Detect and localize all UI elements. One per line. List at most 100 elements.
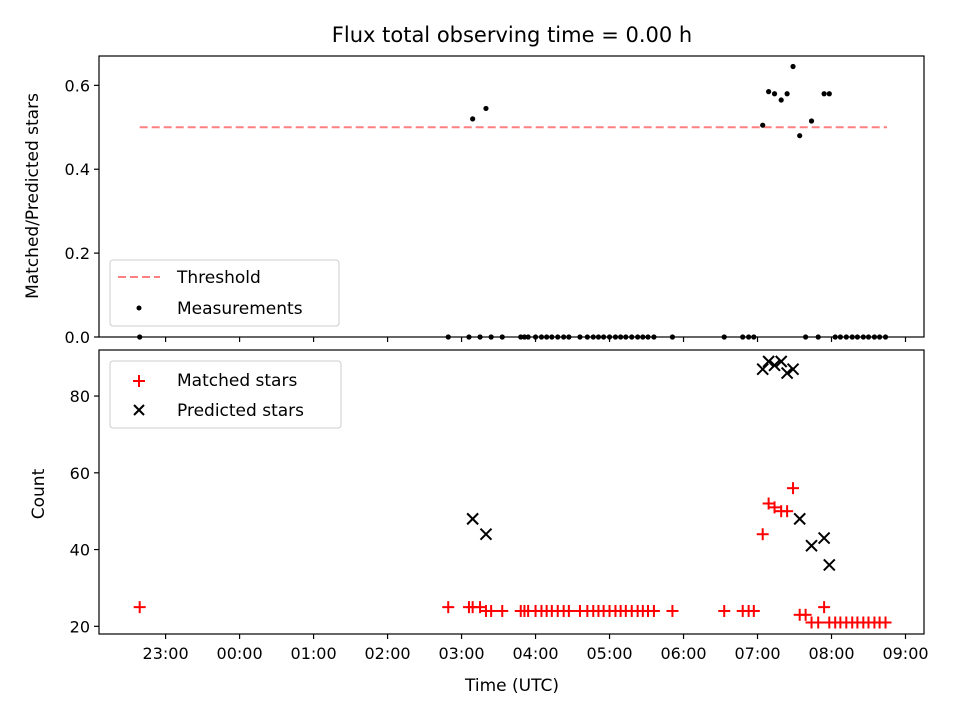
predicted-stars-point — [466, 512, 479, 526]
matched-stars-point — [879, 616, 892, 629]
measurement-point — [766, 89, 772, 95]
chart-title: Flux total observing time = 0.00 h — [332, 23, 692, 47]
measurement-point — [538, 334, 545, 340]
measurement-point — [640, 334, 646, 340]
measurement-point — [590, 334, 596, 340]
measurement-point — [499, 334, 505, 340]
predicted-stars-point — [756, 362, 769, 376]
measurement-point — [525, 334, 531, 340]
measurement-point — [470, 116, 476, 122]
measurement-point — [843, 334, 849, 340]
top-panel-frame — [98, 55, 925, 338]
x-tick-label: 01:00 — [291, 644, 337, 663]
measurement-point — [477, 334, 483, 340]
top-panel-ratio: 0.0 0.2 0.4 0.6 Matched/Predicted stars Thr… — [23, 55, 925, 347]
measurement-point — [544, 334, 550, 340]
y-tick-label: 60 — [70, 464, 90, 483]
y-tick-label: 0.2 — [65, 244, 90, 263]
x-tick-label: 07:00 — [734, 644, 780, 663]
measurement-point — [483, 105, 489, 112]
measurement-point — [815, 334, 821, 340]
y-tick-label: 0.0 — [65, 328, 90, 347]
predicted-stars-point — [805, 539, 818, 552]
measurement-point — [521, 334, 528, 340]
measurement-point — [629, 334, 635, 340]
measurement-point — [849, 334, 855, 340]
predicted-stars-point — [786, 362, 800, 376]
matched-stars-point — [666, 604, 679, 617]
x-tick-label: 09:00 — [882, 644, 928, 663]
x-axis-label: Time (UTC) — [464, 676, 559, 696]
measurement-point — [651, 334, 657, 340]
matched-stars-point — [485, 604, 498, 617]
measurement-point — [797, 133, 803, 139]
measurement-point — [721, 334, 727, 340]
matched-stars-point — [562, 604, 575, 617]
matched-stars-point — [781, 505, 794, 518]
legend-predicted-label: Predicted stars — [177, 401, 304, 421]
legend-matched-label: Matched stars — [177, 371, 297, 391]
measurement-point — [466, 334, 472, 340]
legend-measurements-label: Measurements — [177, 299, 303, 319]
matched-stars-point — [787, 482, 800, 495]
legend-box — [109, 259, 340, 327]
measurement-point — [488, 334, 494, 340]
measurement-point — [445, 334, 451, 340]
measurement-point — [865, 334, 872, 340]
x-tick-label: 00:00 — [217, 644, 263, 663]
measurement-point — [561, 334, 567, 340]
predicted-stars-point — [774, 355, 788, 368]
bottom-panel-y-label: Count — [29, 468, 49, 519]
matched-stars-point — [768, 501, 781, 514]
measurement-point — [771, 91, 778, 97]
matched-stars-point — [442, 601, 455, 614]
measurement-point — [606, 334, 613, 340]
measurement-point — [740, 334, 746, 340]
x-tick-label: 23:00 — [143, 644, 189, 663]
measurement-point — [821, 91, 827, 97]
predicted-stars-point — [762, 355, 775, 368]
measurement-point — [826, 91, 832, 97]
x-tick-label: 02:00 — [365, 644, 411, 663]
legend-matched-swatch — [133, 375, 145, 387]
measurement-point — [645, 334, 651, 340]
bottom-panel-x-ticks: 23:00 00:00 01:00 02:00 03:00 04:00 05:00 06:00… — [143, 634, 929, 663]
measurement-point — [612, 334, 619, 340]
legend-measurements-swatch — [136, 305, 142, 311]
bottom-panel-marks — [133, 355, 892, 629]
legend-box — [109, 360, 342, 429]
measurement-point — [555, 334, 561, 340]
measurement-point — [832, 334, 838, 340]
matched-stars-point — [812, 616, 825, 629]
matched-stars-point — [718, 604, 731, 617]
measurement-point — [549, 334, 555, 340]
predicted-stars-point — [793, 512, 806, 526]
measurement-point — [784, 91, 790, 97]
matched-stars-point — [496, 604, 509, 617]
matched-stars-point — [818, 601, 831, 614]
measurement-point — [595, 334, 602, 340]
measurement-point — [860, 334, 866, 340]
top-panel-y-label: Matched/Predicted stars — [23, 93, 43, 299]
matched-stars-point — [799, 608, 812, 621]
y-tick-label: 0.6 — [65, 76, 90, 95]
measurement-point — [790, 63, 796, 70]
measurement-point — [584, 334, 590, 340]
measurement-point — [577, 334, 583, 340]
predicted-stars-point — [780, 366, 794, 380]
predicted-stars-point — [479, 528, 493, 541]
measurement-point — [532, 334, 539, 340]
bottom-panel-y-ticks: 20 40 60 80 — [70, 387, 99, 636]
top-panel-y-ticks: 0.0 0.2 0.4 0.6 — [65, 76, 99, 347]
measurement-point — [518, 334, 524, 340]
x-tick-label: 06:00 — [660, 644, 706, 663]
predicted-stars-point — [768, 359, 781, 372]
y-tick-label: 80 — [70, 387, 90, 406]
measurement-point — [837, 334, 843, 340]
matched-stars-point — [756, 528, 769, 541]
measurement-point — [601, 334, 607, 340]
x-tick-label: 03:00 — [439, 644, 485, 663]
top-panel-x-ticks — [164, 337, 907, 342]
y-tick-label: 40 — [70, 541, 90, 560]
